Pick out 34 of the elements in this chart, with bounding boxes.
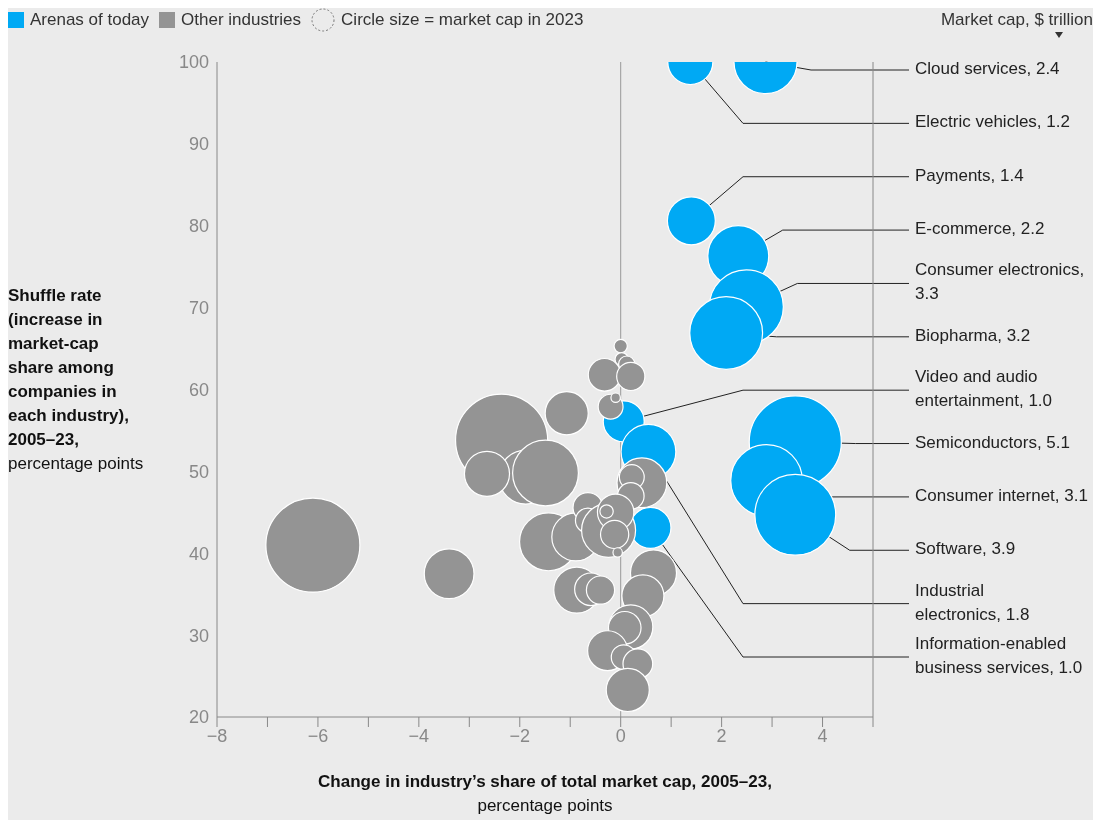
x-tick-label: −8 (206, 725, 228, 746)
y-tick-label: 40 (188, 543, 209, 564)
annotation: Payments, 1.4 (915, 166, 1024, 186)
annotation: Industrial electronics, 1.8 (915, 581, 1030, 625)
annotation: E-commerce, 2.2 (915, 219, 1045, 239)
x-axis-title: Change in industry’s share of total market cap, 2005–23, percentage points (317, 771, 773, 817)
annotation: Cloud services, 2.4 (915, 59, 1060, 79)
legend-label: Other industries (180, 10, 302, 30)
x-tick-label: −6 (307, 725, 329, 746)
annotation: Consumer electronics, 3.3 (915, 260, 1085, 304)
y-tick-label: 30 (188, 625, 209, 646)
y-tick-label: 50 (188, 461, 209, 482)
legend-label: Arenas of today (29, 10, 150, 30)
y-tick-label: 60 (188, 379, 209, 400)
y-axis-title: Shuffle rate (increase in market-cap share among companies in each industry), 2005–23, percentage points (8, 285, 145, 475)
annotation: Semiconductors, 5.1 (915, 433, 1070, 453)
y-tick-label: 90 (188, 134, 209, 155)
y-tick-label: 20 (188, 707, 209, 728)
annotation: Consumer internet, 3.1 (915, 486, 1088, 506)
y-tick-label: 100 (178, 52, 209, 73)
y-tick-label: 70 (188, 298, 209, 319)
annotation: Video and audio entertainment, 1.0 (915, 367, 1053, 411)
annotation: Biopharma, 3.2 (915, 326, 1031, 346)
text: Market cap, $ trillion (940, 10, 1093, 30)
x-tick-label: −2 (509, 725, 531, 746)
x-tick-label: −4 (408, 725, 430, 746)
x-tick-label: 2 (716, 725, 727, 746)
y-tick-label: 80 (188, 216, 209, 237)
annotation: Software, 3.9 (915, 539, 1016, 559)
annotation: Information-enabled business services, 1.0 (915, 634, 1083, 678)
text: Circle size = market cap in 2023 (341, 10, 584, 30)
annotation: Electric vehicles, 1.2 (915, 112, 1070, 132)
x-tick-label: 4 (817, 725, 828, 746)
x-tick-label: 0 (615, 725, 626, 746)
